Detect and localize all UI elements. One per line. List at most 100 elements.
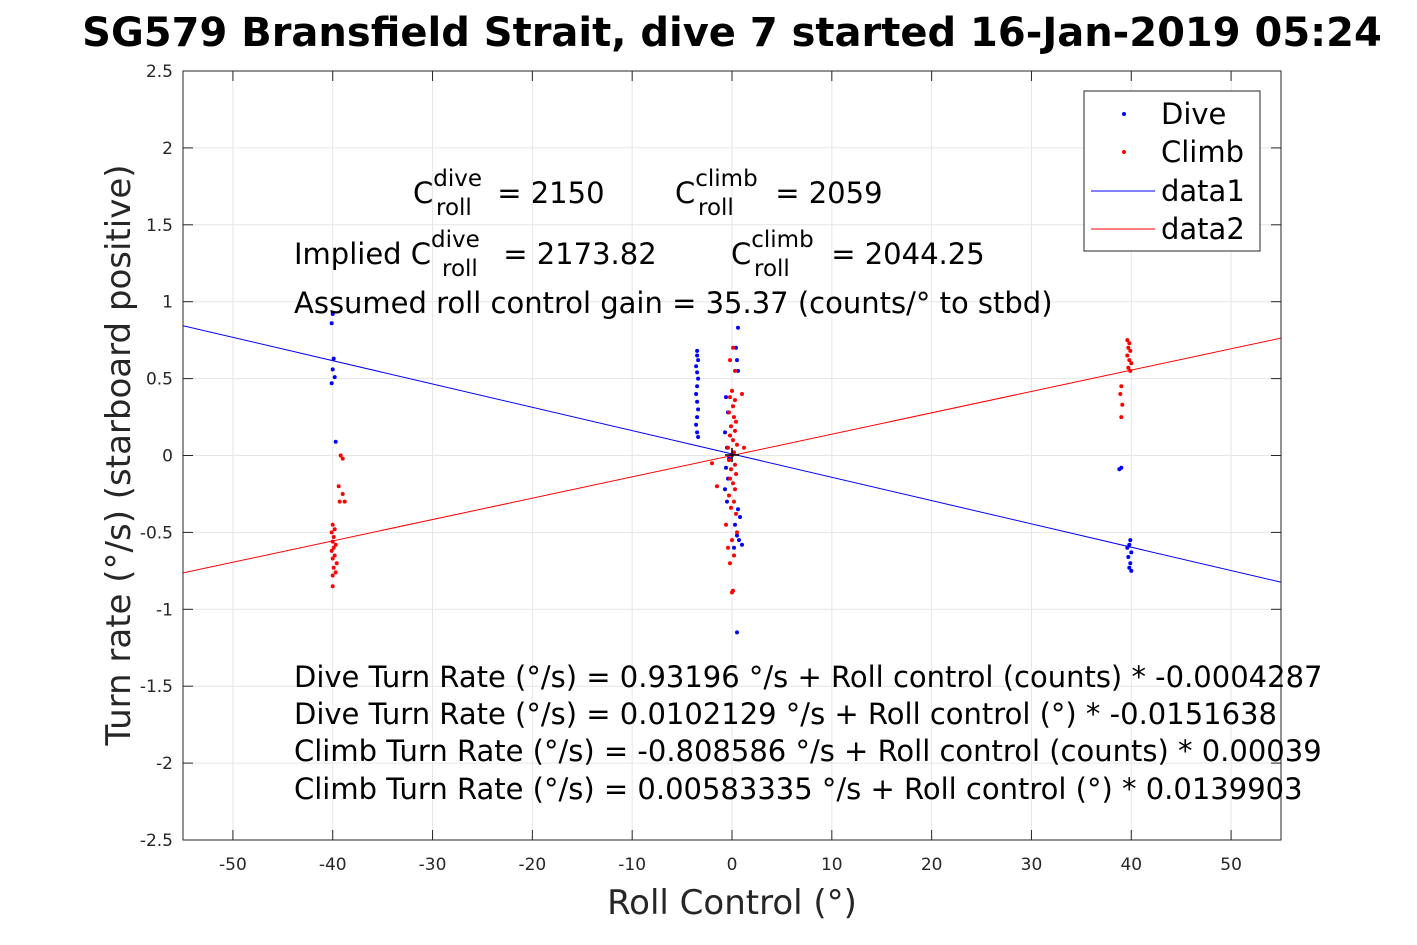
legend-box [1083,90,1261,252]
climb-point [331,565,336,570]
climb-point [329,548,334,553]
climb-point [730,388,734,393]
dive-point [331,356,336,361]
legend-climb-marker [1122,150,1126,154]
climb-point [731,404,735,409]
climb-point [332,527,337,532]
climb-point [330,573,335,578]
climb-point [726,445,730,450]
dive-point [1126,555,1131,559]
climb-point [724,522,728,527]
data-points [329,312,1134,635]
climb-point [1129,361,1134,366]
climb-point [731,481,735,486]
climb-point [1126,345,1131,350]
c-roll-climb-label: Cclimb roll = 2059 [675,166,883,221]
dive-point [1129,568,1134,573]
x-tick-label: 0 [727,855,738,875]
climb-point [726,545,730,550]
climb-point [734,511,738,516]
dive-point [1129,550,1134,555]
y-tick-label: 2 [162,139,173,159]
dive-point [333,439,338,444]
climb-point [334,561,339,566]
climb-point [337,499,342,504]
dive-point [736,368,740,373]
x-tick-label: -50 [219,855,247,875]
dive-point [736,507,740,512]
dive-point [1128,538,1133,543]
climb-point [735,530,739,535]
y-tick-label: -1 [156,600,173,620]
climb-point [730,538,734,543]
dive-point [738,515,742,519]
climb-point [1119,415,1124,420]
climb-point [732,450,736,455]
y-tick-label: -1.5 [140,677,173,697]
dive-point [696,407,701,412]
climb-point [732,553,736,558]
climb-point [331,545,336,550]
dive-point [735,358,739,363]
dive-point [725,499,729,504]
y-tick-label: 1.5 [146,216,173,236]
climb-point [332,553,337,558]
implied-climb-label: Cclimb roll = 2044.25 [731,227,985,282]
legend-data1-label: data1 [1161,174,1245,208]
x-tick-label: 10 [821,855,843,875]
climb-point [728,395,732,400]
climb-point [735,442,739,447]
climb-point [336,484,341,489]
climb-point [727,458,731,463]
climb-point [731,345,735,350]
legend-dive-marker [1122,112,1126,116]
dive-point [695,348,700,353]
dive-point [737,538,741,543]
climb-point [1125,338,1130,343]
climb-point [342,499,347,504]
dive-point [332,375,337,380]
dive-point [732,545,736,550]
climb-point [728,561,732,566]
dive-point [733,522,737,527]
dive-point [329,381,334,386]
dive-point [1125,545,1130,550]
dive-point [696,358,701,363]
dive-point [695,399,700,404]
x-tick-label: 30 [1021,855,1043,875]
climb-point [1118,392,1123,396]
climb-point [1127,358,1132,363]
equation-climb-degrees: Climb Turn Rate (°/s) = 0.00583335 °/s +… [294,772,1303,806]
climb-point [1128,368,1133,373]
climb-point [329,530,334,535]
equation-dive-degrees: Dive Turn Rate (°/s) = 0.0102129 °/s + R… [294,697,1277,731]
equation-climb-counts: Climb Turn Rate (°/s) = -0.808586 °/s + … [294,734,1322,768]
x-tick-label: -40 [319,855,347,875]
chart-title: SG579 Bransfield Strait, dive 7 started … [82,10,1382,56]
dive-point [724,465,728,470]
legend-dive-label: Dive [1161,97,1226,131]
dive-point [1127,565,1132,570]
axis-ticks: -50 -40 -30 -20 -10 0 10 20 30 40 50-2.5-2-1.5-1-0… [140,62,1281,875]
climb-point [734,472,738,476]
x-tick-label: 20 [921,855,943,875]
plot-border [182,70,1282,841]
climb-point [1128,348,1133,353]
x-axis-label: Roll Control (°) [607,883,857,923]
climb-point [340,456,345,461]
y-tick-label: -0.5 [140,523,173,543]
implied-dive-label: Implied Cdive roll = 2173.82 [294,227,657,282]
dive-point [695,415,700,420]
dive-point [1117,467,1122,472]
climb-point [733,398,737,403]
y-tick-label: 2.5 [146,62,173,82]
climb-point [729,467,733,472]
climb-point [740,392,744,396]
x-tick-label: 40 [1120,855,1142,875]
climb-point [1125,353,1130,358]
climb-point [330,539,335,544]
climb-point [330,556,335,561]
climb-point [728,358,732,363]
climb-point [1120,402,1125,407]
